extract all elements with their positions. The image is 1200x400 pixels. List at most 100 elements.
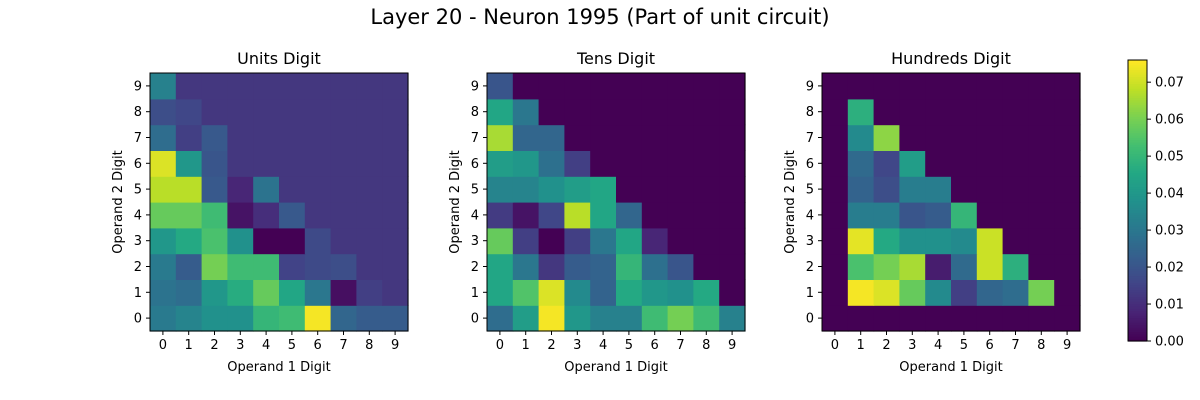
colorbar-segment bbox=[1128, 134, 1147, 138]
heatmap-cell bbox=[667, 279, 694, 306]
colorbar-tick-label: 0.00 bbox=[1155, 335, 1184, 350]
heatmap-cell bbox=[641, 150, 669, 177]
heatmap-cell bbox=[487, 98, 514, 126]
x-tick-label: 2 bbox=[210, 338, 218, 353]
x-tick-label: 1 bbox=[185, 338, 193, 353]
colorbar-segment bbox=[1128, 207, 1147, 211]
heatmap-cell bbox=[304, 150, 332, 177]
x-tick-label: 0 bbox=[496, 338, 504, 353]
colorbar-segment bbox=[1128, 308, 1147, 312]
heatmap-cell bbox=[976, 279, 1004, 306]
heatmap-cell bbox=[175, 227, 203, 255]
colorbar-segment bbox=[1128, 329, 1147, 333]
heatmap-cell bbox=[847, 253, 875, 280]
colorbar-segment bbox=[1128, 139, 1147, 143]
heatmap-cell bbox=[951, 305, 978, 332]
heatmap-cell bbox=[641, 176, 669, 203]
colorbar-segment bbox=[1128, 97, 1147, 101]
y-tick-label: 9 bbox=[134, 79, 142, 94]
colorbar-segment bbox=[1128, 273, 1147, 277]
colorbar-segment bbox=[1128, 78, 1147, 82]
heatmap-cell bbox=[1054, 176, 1081, 203]
heatmap-cell bbox=[925, 176, 952, 203]
y-tick-label: 0 bbox=[134, 312, 142, 327]
heatmap-cell bbox=[616, 73, 643, 100]
colorbar-segment bbox=[1128, 67, 1147, 70]
heatmap-panel-2: Tens Digit 0 1 2 3 4 5 6 7 8 9 0 1 2 3 4 5 6 7 8 9 Operand 1 … bbox=[448, 49, 746, 375]
heatmap-cell bbox=[150, 124, 177, 151]
colorbar-segment bbox=[1128, 322, 1147, 326]
heatmap-cell bbox=[150, 73, 177, 100]
y-axis-label: Operand 2 Digit bbox=[111, 150, 126, 253]
heatmap-cell bbox=[564, 176, 591, 203]
heatmap-cell bbox=[641, 73, 669, 100]
heatmap-cell bbox=[538, 150, 565, 177]
heatmap-cell bbox=[1028, 124, 1055, 151]
colorbar-segment bbox=[1128, 118, 1147, 122]
heatmap-cell bbox=[538, 124, 565, 151]
colorbar-segment bbox=[1128, 212, 1147, 216]
y-axis-label: Operand 2 Digit bbox=[783, 150, 798, 253]
colorbar-segment bbox=[1128, 254, 1147, 258]
heatmap-cell bbox=[227, 73, 254, 100]
colorbar-segment bbox=[1128, 193, 1147, 197]
heatmap-cell bbox=[976, 253, 1004, 280]
heatmap-cell bbox=[227, 176, 254, 203]
y-tick-label: 3 bbox=[134, 234, 142, 249]
colorbar-segment bbox=[1128, 324, 1147, 328]
colorbar-segment bbox=[1128, 170, 1147, 173]
colorbar-segment bbox=[1128, 263, 1147, 267]
heatmap-cell bbox=[641, 124, 669, 151]
colorbar-segment bbox=[1128, 76, 1147, 80]
colorbar-segment bbox=[1128, 160, 1147, 164]
heatmap-cell bbox=[976, 150, 1004, 177]
colorbar-segment bbox=[1128, 221, 1147, 225]
y-tick-label: 6 bbox=[806, 157, 814, 172]
colorbar-tick-label: 0.03 bbox=[1155, 224, 1184, 239]
x-tick-label: 6 bbox=[651, 338, 659, 353]
y-tick-label: 7 bbox=[806, 131, 814, 146]
x-tick-label: 3 bbox=[236, 338, 244, 353]
colorbar-segment bbox=[1128, 223, 1147, 227]
heatmap-cell bbox=[719, 279, 746, 306]
heatmap-cell bbox=[822, 98, 849, 126]
y-tick-label: 1 bbox=[134, 286, 142, 301]
colorbar-segment bbox=[1128, 130, 1147, 134]
colorbar-segment bbox=[1128, 310, 1147, 314]
heatmap-cell bbox=[667, 305, 694, 332]
colorbar-segment bbox=[1128, 294, 1147, 298]
heatmap-cell bbox=[564, 227, 591, 255]
heatmap-cell bbox=[330, 176, 357, 203]
x-axis-label: Operand 1 Digit bbox=[564, 360, 667, 375]
heatmap-cell bbox=[512, 150, 540, 177]
heatmap-cell bbox=[150, 253, 177, 280]
colorbar-segment bbox=[1128, 156, 1147, 159]
x-tick-label: 5 bbox=[288, 338, 296, 353]
heatmap-cell bbox=[951, 227, 978, 255]
heatmap-cell bbox=[847, 98, 875, 126]
heatmap-cell bbox=[304, 227, 332, 255]
x-tick-label: 3 bbox=[908, 338, 916, 353]
colorbar-segment bbox=[1128, 62, 1147, 66]
figure-title: Layer 20 - Neuron 1995 (Part of unit cir… bbox=[370, 5, 829, 29]
colorbar-segment bbox=[1128, 266, 1147, 270]
colorbar-segment bbox=[1128, 104, 1147, 108]
heatmap-cell bbox=[951, 98, 978, 126]
heatmap-cell bbox=[951, 73, 978, 100]
heatmap-cell bbox=[330, 150, 357, 177]
heatmap-cell bbox=[873, 73, 900, 100]
x-tick-label: 0 bbox=[159, 338, 167, 353]
heatmap-cell bbox=[719, 124, 746, 151]
heatmap-cell bbox=[1054, 253, 1081, 280]
heatmap-cell bbox=[693, 305, 720, 332]
heatmap-cell bbox=[382, 202, 409, 229]
heatmap-cell bbox=[951, 253, 978, 280]
colorbar-segment bbox=[1128, 280, 1147, 284]
heatmap-cell bbox=[538, 305, 565, 332]
heatmap-cell bbox=[1028, 253, 1055, 280]
colorbar-segment bbox=[1128, 141, 1147, 145]
colorbar-segment bbox=[1128, 261, 1147, 265]
colorbar-segment bbox=[1128, 174, 1147, 178]
heatmap-cell bbox=[201, 202, 228, 229]
heatmap-cell bbox=[487, 253, 514, 280]
